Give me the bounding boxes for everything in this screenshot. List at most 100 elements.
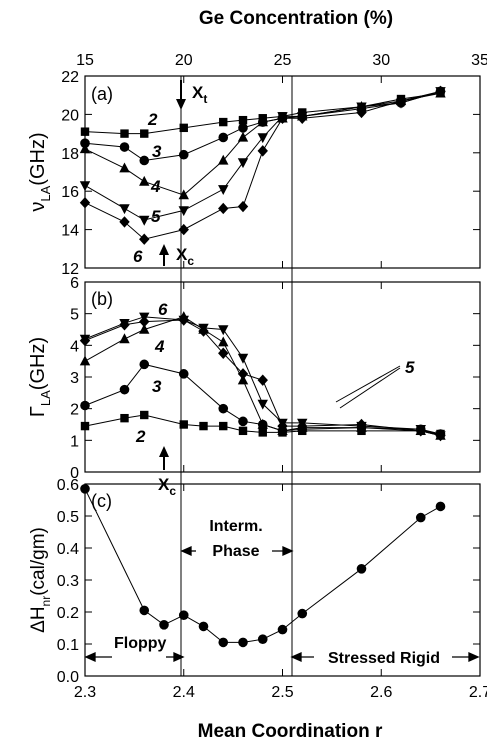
panel-a-series-6-point-6 [257, 145, 268, 157]
panel-b-series-5-point-6 [237, 353, 249, 364]
panel-b-ytick-label-6: 6 [70, 275, 79, 292]
panel-a-series-6-point-4 [218, 202, 229, 215]
panel-b-ytick-label-3: 3 [70, 370, 79, 387]
panel-b-series-5-point-5 [218, 325, 229, 336]
panel-a-ytick-label-14: 14 [61, 223, 79, 240]
panel-a-series-3-point-4 [218, 132, 229, 143]
svg-text:νLA(GHz): νLA(GHz) [27, 132, 53, 211]
panel-a-series-2-point-5 [238, 115, 248, 125]
phase-label-stressed-rigid: Stressed Rigid [328, 650, 440, 667]
panel-a-series-6-point-9 [356, 106, 367, 119]
panel-a-ticks: 12 14 16 18 20 22 [61, 69, 481, 278]
top-axis-tick-labels: 15 20 25 30 35 [76, 52, 487, 69]
panel-c-ytick-label-0-4: 0.4 [57, 541, 79, 558]
panel-b-series-3-point-0 [80, 400, 90, 411]
panel-c-series-dh-point-2 [159, 620, 169, 630]
panel-a-series-label-6: 6 [133, 247, 143, 266]
panel-a-series-5-point-2 [139, 215, 150, 226]
panel-b-series-6-point-5 [218, 347, 229, 359]
panel-b-series-3-point-5 [238, 416, 248, 427]
phase-label-interm: Interm. [209, 518, 262, 535]
panel-a-series-4-line [84, 92, 441, 196]
panel-b-series-2-point-7 [258, 428, 267, 437]
panel-c-series-dh-point-4 [198, 621, 209, 632]
panel-a-ytick-label-12: 12 [61, 261, 79, 278]
panel-a-series-6-point-11 [435, 85, 446, 98]
panel-b-series-4-point-5 [218, 336, 229, 347]
xc-annotation-a: Xc [159, 244, 194, 268]
panel-b-label: (b) [91, 289, 113, 309]
panel-b-series-3-point-3 [178, 369, 189, 379]
panel-b: 0 1 2 3 4 5 6 (b) ΓLA(GHz) Xc 5 6 4 3 2 [27, 275, 481, 498]
panel-b-series-6-point-9 [297, 420, 308, 432]
panel-b-series-6-point-8 [277, 420, 288, 432]
panel-a-series-label-4: 4 [150, 177, 161, 196]
panel-b-series-2-point-0 [80, 421, 90, 431]
panel-a-series-2-point-3 [179, 123, 188, 133]
panel-c-ytick-label-0-6: 0.6 [57, 477, 79, 494]
phase-arrows [84, 545, 480, 663]
panel-b-series-6-point-6 [237, 368, 249, 380]
panel-b-series-6-point-7 [257, 374, 268, 386]
panel-c-ytick-label-0-2: 0.2 [57, 605, 79, 622]
panel-c-series-dh-point-10 [356, 564, 367, 574]
phase-label-phase: Phase [212, 543, 259, 560]
panel-a-label: (a) [91, 84, 113, 104]
panel-a-series-6-point-3 [178, 223, 189, 236]
panel-a-series-6-point-1 [119, 216, 130, 228]
svg-text:Xc: Xc [176, 245, 194, 268]
bottom-tick-label-2-6: 2.6 [370, 684, 392, 701]
panel-b-series-6-point-11 [415, 425, 426, 437]
top-tick-label-25: 25 [274, 52, 292, 69]
panel-b-series-2-point-1 [120, 413, 129, 423]
panel-a-series-6-line [84, 90, 441, 240]
panel-c-series-dh-point-9 [297, 608, 308, 619]
panel-b-ytick-label-2: 2 [70, 402, 79, 419]
panel-a-series-5-point-1 [119, 204, 130, 215]
panel-b-series-5-point-7 [257, 399, 268, 410]
xc-label-b-sub: c [169, 484, 176, 498]
panel-c-series-dh-point-0 [80, 484, 90, 494]
bottom-tick-label-2-4: 2.4 [173, 684, 195, 701]
panel-a-series-2-line [84, 92, 441, 135]
top-tick-label-35: 35 [471, 52, 487, 69]
panel-a-series-6-point-0 [79, 197, 91, 209]
xt-label: X [192, 83, 204, 102]
panel-c-ytick-label-0-3: 0.3 [57, 573, 79, 590]
panel-a-series-3-point-0 [80, 138, 90, 148]
panel-c-ticks: 0.0 0.1 0.2 0.3 0.4 0.5 0.6 [57, 477, 481, 686]
panel-b-ytick-label-4: 4 [70, 338, 79, 355]
panel-a-series-2-point-1 [120, 129, 129, 138]
panel-a: 12 14 16 18 20 22 (a) νLA(GHz) Xt Xc 2 3 4 5 6 [27, 69, 481, 278]
svg-text:ΔHnr(cal/gm): ΔHnr(cal/gm) [28, 527, 53, 633]
panel-c-series-dh-line [84, 488, 441, 643]
panel-a-series-3-point-5 [238, 123, 248, 133]
panel-a-ytick-label-18: 18 [61, 146, 79, 163]
panel-c-series-dh-point-8 [277, 624, 288, 635]
panel-c-series-dh-point-6 [238, 637, 248, 648]
top-tick-label-20: 20 [175, 52, 193, 69]
panel-a-ytick-label-22: 22 [61, 69, 79, 86]
panel-c: 0.0 0.1 0.2 0.3 0.4 0.5 0.6 (c) ΔHnr(cal/gm) F… [28, 477, 481, 686]
panel-c-ylabel-unit: (cal/gm) [28, 527, 49, 596]
panel-a-series-4-point-5 [237, 131, 249, 142]
panel-c-label: (c) [91, 491, 112, 511]
panel-a-ylabel-unit: (GHz) [27, 132, 49, 185]
panel-b-series-6-point-2 [139, 315, 150, 328]
panel-c-series-lines [84, 488, 441, 643]
bottom-axis-title: Mean Coordination r [198, 721, 383, 742]
panel-a-ytick-label-16: 16 [61, 184, 79, 201]
panel-a-ylabel-sub: LA [38, 185, 53, 201]
top-tick-label-30: 30 [372, 52, 390, 69]
panel-b-series-6-point-10 [356, 418, 367, 431]
svg-text:Xc: Xc [158, 475, 176, 498]
panel-c-ytick-label-0-1: 0.1 [57, 637, 79, 654]
panel-a-series-3-point-2 [139, 155, 150, 166]
panel-c-ylabel-sub: nr [39, 596, 53, 607]
panel-a-series-5-point-0 [79, 181, 91, 192]
panel-c-series-dh-point-3 [178, 610, 189, 620]
xc-label-a-sub: c [187, 254, 194, 268]
panel-a-ytick-label-20: 20 [61, 107, 79, 124]
panel-c-ytick-label-0-5: 0.5 [57, 509, 79, 526]
panel-b-ytick-label-1: 1 [70, 433, 79, 450]
